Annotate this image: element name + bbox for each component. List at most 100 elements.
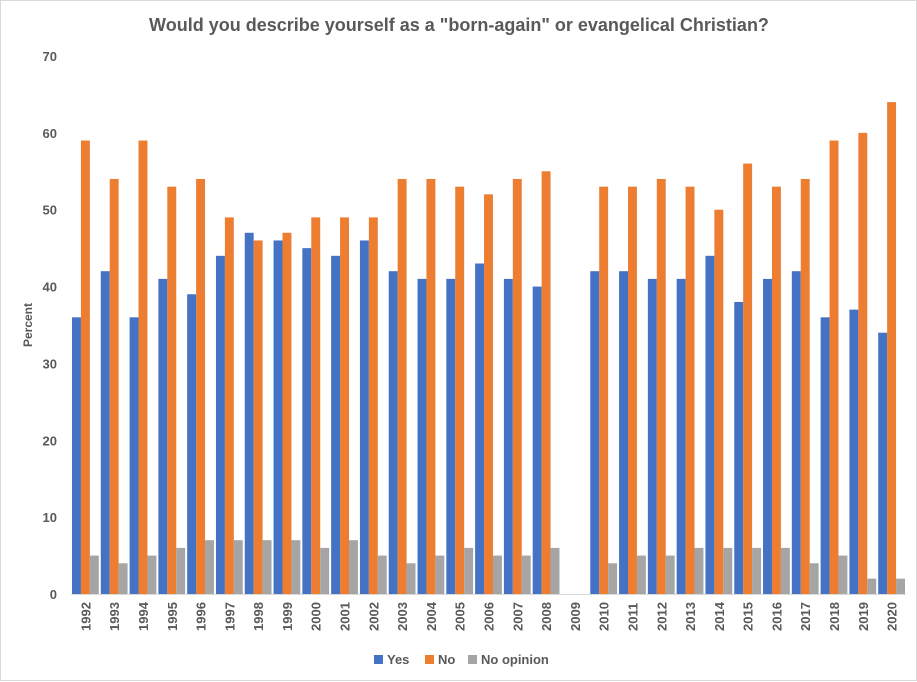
x-tick-label: 1994 bbox=[136, 601, 151, 631]
x-tick-label: 2006 bbox=[482, 602, 497, 631]
bar-yes-2015 bbox=[734, 301, 744, 594]
bar-no-opinion-2012 bbox=[665, 555, 675, 594]
bar-yes-1992 bbox=[72, 317, 81, 594]
x-tick-label: 1995 bbox=[165, 602, 180, 631]
chart-title: Would you describe yourself as a "born-a… bbox=[149, 15, 769, 35]
bar-no-opinion-2002 bbox=[377, 555, 387, 594]
bar-no-opinion-1995 bbox=[176, 547, 186, 594]
bar-no-1994 bbox=[138, 140, 148, 595]
bar-no-opinion-1994 bbox=[147, 555, 157, 594]
bar-no-opinion-2004 bbox=[435, 555, 445, 594]
y-tick-label: 20 bbox=[43, 433, 57, 448]
bar-yes-2017 bbox=[791, 271, 801, 594]
bar-no-1998 bbox=[253, 240, 263, 594]
bar-yes-2008 bbox=[532, 286, 542, 594]
bar-yes-2003 bbox=[388, 271, 398, 594]
y-tick-label: 0 bbox=[50, 587, 57, 602]
x-tick-label: 2001 bbox=[338, 602, 353, 631]
x-tick-label: 2008 bbox=[539, 602, 554, 631]
bar-no-2015 bbox=[743, 163, 753, 594]
bar-no-1999 bbox=[282, 232, 292, 594]
bar-no-2004 bbox=[426, 178, 436, 594]
bar-yes-2007 bbox=[503, 278, 513, 594]
bar-no-opinion-2014 bbox=[723, 547, 733, 594]
bar-no-opinion-1998 bbox=[262, 540, 272, 594]
bar-no-2000 bbox=[311, 217, 321, 594]
bar-no-opinion-2020 bbox=[896, 578, 905, 594]
x-tick-label: 2000 bbox=[309, 602, 324, 631]
x-tick-label: 2003 bbox=[395, 602, 410, 631]
x-tick-label: 1996 bbox=[194, 602, 209, 631]
bar-no-2011 bbox=[628, 186, 637, 594]
bar-no-2012 bbox=[656, 178, 666, 594]
bar-yes-2004 bbox=[417, 278, 427, 594]
legend-label: Yes bbox=[387, 652, 409, 667]
bar-no-opinion-1999 bbox=[291, 540, 301, 594]
bar-no-2003 bbox=[397, 178, 407, 594]
bar-no-opinion-2015 bbox=[752, 547, 762, 594]
bar-no-opinion-2001 bbox=[349, 540, 358, 594]
bar-no-2020 bbox=[887, 102, 897, 594]
bar-yes-2019 bbox=[849, 309, 859, 594]
x-tick-label: 2010 bbox=[597, 602, 612, 631]
y-tick-label: 60 bbox=[43, 126, 57, 141]
y-tick-label: 10 bbox=[43, 510, 57, 525]
bar-yes-1994 bbox=[129, 317, 139, 594]
bar-no-2019 bbox=[858, 132, 868, 594]
bar-yes-1993 bbox=[100, 271, 110, 594]
bar-yes-1995 bbox=[158, 278, 168, 594]
bar-no-1996 bbox=[196, 178, 206, 594]
bar-yes-2000 bbox=[302, 248, 312, 594]
x-tick-label: 1993 bbox=[107, 602, 122, 631]
bar-no-opinion-1993 bbox=[118, 563, 128, 594]
bar-no-2006 bbox=[484, 194, 493, 595]
bar-no-2008 bbox=[541, 171, 551, 595]
bar-yes-1997 bbox=[215, 255, 225, 595]
x-tick-label: 1997 bbox=[222, 602, 237, 631]
bar-no-2016 bbox=[771, 186, 781, 594]
y-tick-label: 70 bbox=[43, 49, 57, 64]
bar-no-1993 bbox=[109, 178, 119, 594]
legend-swatch-no-opinion bbox=[468, 655, 477, 664]
x-tick-label: 2011 bbox=[625, 603, 640, 631]
bar-no-opinion-2010 bbox=[608, 563, 618, 594]
bar-no-1992 bbox=[80, 140, 90, 595]
bar-yes-1999 bbox=[273, 240, 283, 594]
x-tick-label: 1998 bbox=[251, 602, 266, 631]
bar-no-1997 bbox=[224, 217, 234, 594]
bar-yes-2014 bbox=[705, 255, 715, 595]
bar-no-2001 bbox=[340, 217, 349, 594]
x-tick-label: 2015 bbox=[741, 602, 756, 631]
bar-yes-2013 bbox=[676, 278, 686, 594]
legend-label: No opinion bbox=[481, 652, 549, 667]
y-tick-label: 50 bbox=[43, 203, 57, 218]
y-axis-label: Percent bbox=[21, 303, 35, 347]
bar-yes-2011 bbox=[619, 271, 628, 594]
bar-no-1995 bbox=[167, 186, 177, 594]
x-tick-label: 2017 bbox=[798, 602, 813, 631]
x-tick-label: 2018 bbox=[827, 602, 842, 631]
x-tick-label: 2014 bbox=[712, 601, 727, 631]
bar-no-opinion-2008 bbox=[550, 547, 560, 594]
legend-swatch-no bbox=[425, 655, 434, 664]
legend-label: No bbox=[438, 652, 455, 667]
x-tick-label: 2009 bbox=[568, 602, 583, 631]
x-tick-label: 2004 bbox=[424, 601, 439, 631]
bar-no-2014 bbox=[714, 209, 724, 594]
bar-no-opinion-2019 bbox=[867, 578, 877, 594]
x-tick-label: 2005 bbox=[453, 602, 468, 631]
x-tick-label: 2007 bbox=[510, 602, 525, 631]
bar-yes-2012 bbox=[647, 278, 657, 594]
bar-no-opinion-2007 bbox=[521, 555, 531, 594]
bar-no-opinion-2016 bbox=[780, 547, 790, 594]
bar-no-opinion-2000 bbox=[320, 547, 330, 594]
bar-yes-2018 bbox=[820, 317, 830, 594]
bar-no-opinion-2013 bbox=[694, 547, 704, 594]
x-tick-label: 2016 bbox=[769, 602, 784, 631]
bar-yes-2010 bbox=[590, 271, 600, 594]
bar-no-opinion-2005 bbox=[464, 547, 474, 594]
x-tick-label: 2002 bbox=[366, 602, 381, 631]
bar-no-opinion-2006 bbox=[492, 555, 502, 594]
